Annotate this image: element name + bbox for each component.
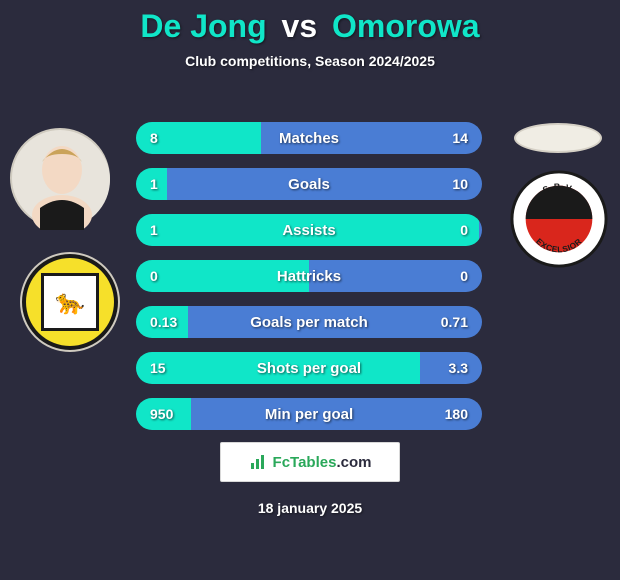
stat-row: 0.130.71Goals per match	[136, 306, 482, 338]
source-badge: FcTables.com	[220, 442, 400, 482]
stats-container: 814Matches 110Goals 10Assists 00Hattricks 0.…	[136, 122, 482, 444]
stat-row: 00Hattricks	[136, 260, 482, 292]
stat-label: Min per goal	[136, 398, 482, 430]
title-player2: Omorowa	[332, 8, 480, 44]
stat-row: 950180Min per goal	[136, 398, 482, 430]
source-tld: .com	[336, 454, 371, 471]
stat-row: 153.3Shots per goal	[136, 352, 482, 384]
stat-label: Hattricks	[136, 260, 482, 292]
stat-label: Assists	[136, 214, 482, 246]
stat-label: Goals	[136, 168, 482, 200]
stat-label: Goals per match	[136, 306, 482, 338]
stat-label: Shots per goal	[136, 352, 482, 384]
player2-avatar	[514, 123, 602, 153]
cambuur-animal-icon: 🐆	[41, 273, 99, 331]
comparison-title: De Jong vs Omorowa	[0, 0, 620, 45]
player1-face-icon	[12, 130, 112, 230]
player2-club-badge: S.B.V. EXCELSIOR	[510, 170, 608, 268]
player1-club-badge: 🐆	[20, 252, 120, 352]
stat-label: Matches	[136, 122, 482, 154]
stat-row: 814Matches	[136, 122, 482, 154]
chart-icon	[249, 453, 267, 471]
player1-avatar	[10, 128, 110, 228]
date-label: 18 january 2025	[0, 500, 620, 516]
stat-row: 10Assists	[136, 214, 482, 246]
title-vs: vs	[282, 8, 318, 44]
title-player1: De Jong	[140, 8, 266, 44]
stat-row: 110Goals	[136, 168, 482, 200]
source-site: FcTables	[273, 454, 337, 471]
subtitle: Club competitions, Season 2024/2025	[0, 53, 620, 69]
